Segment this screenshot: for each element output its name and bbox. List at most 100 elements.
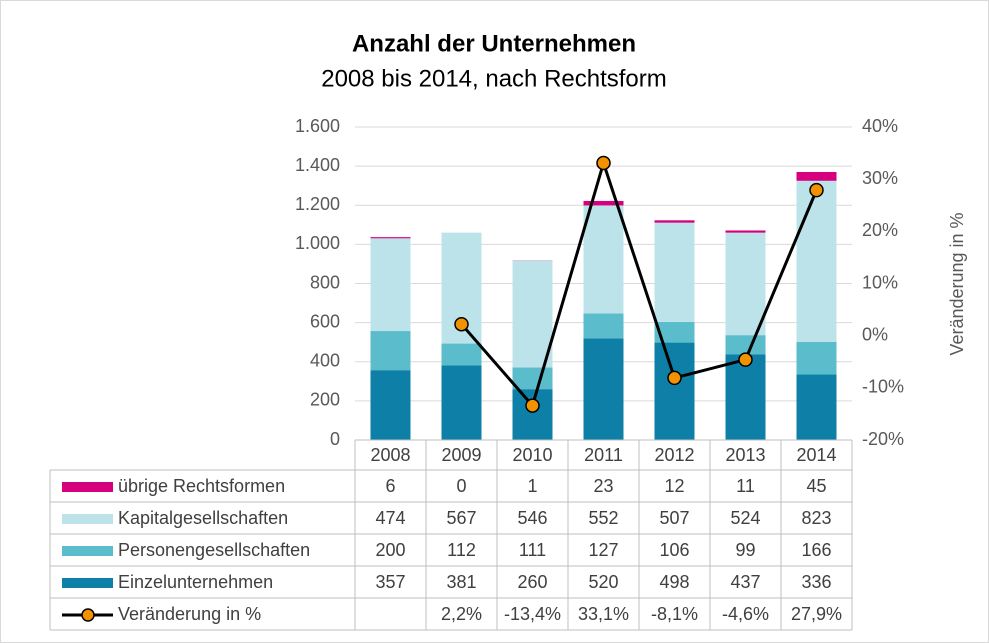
y2-axis-label: Veränderung in % (947, 212, 967, 355)
bar-segment (583, 338, 624, 440)
table-cell: -13,4% (504, 604, 561, 624)
table-cell: 552 (588, 508, 618, 528)
table-cell: 524 (730, 508, 760, 528)
legend-swatch (62, 546, 113, 556)
table-cell: 106 (659, 540, 689, 560)
table-cell: -8,1% (651, 604, 698, 624)
bar-segment (796, 180, 837, 342)
legend-swatch (62, 514, 113, 524)
table-cell: 546 (517, 508, 547, 528)
legend-label: Veränderung in % (118, 604, 261, 624)
y-tick-label: 200 (310, 390, 340, 410)
table-cell: 567 (446, 508, 476, 528)
bar-segment (725, 232, 766, 336)
y2-tick-label: 20% (862, 220, 898, 240)
table-cell: 12 (664, 476, 684, 496)
y-tick-label: 1.200 (295, 194, 340, 214)
y2-tick-label: -20% (862, 429, 904, 449)
line (460, 157, 818, 409)
bar-segment (441, 365, 482, 440)
bar-segment (370, 331, 411, 371)
bar-segment (796, 341, 837, 375)
legend-label: Kapitalgesellschaften (118, 508, 288, 528)
bar-segment (512, 260, 553, 368)
legend-swatch (62, 482, 113, 492)
x-tick-label: 2010 (512, 445, 552, 465)
bar-segment (370, 237, 411, 239)
table-cell: 99 (735, 540, 755, 560)
table-cell: 6 (385, 476, 395, 496)
bar-segment (512, 389, 553, 440)
x-tick-label: 2011 (584, 445, 623, 465)
table-cell: 474 (375, 508, 405, 528)
table-cell: 823 (801, 508, 831, 528)
table-cell: 33,1% (578, 604, 629, 624)
line-marker (667, 370, 682, 386)
line-marker (525, 398, 540, 413)
bar-segment (441, 343, 482, 366)
table-cell: 0 (456, 476, 466, 496)
legend-swatch (62, 578, 113, 588)
y-tick-label: 400 (310, 351, 340, 371)
bar-segment (796, 374, 837, 440)
x-tick-label: 2014 (796, 445, 836, 465)
table-cell: 23 (593, 476, 613, 496)
bar-segment (654, 342, 695, 440)
table-cell: 166 (801, 540, 831, 560)
y-tick-label: 600 (310, 311, 340, 331)
table-cell: 2,2% (441, 604, 482, 624)
bar-segment (725, 230, 766, 233)
legend-label: Personengesellschaften (118, 540, 310, 560)
y2-tick-label: 40% (862, 116, 898, 136)
legend-label: Einzelunternehmen (118, 572, 273, 592)
legend-label: übrige Rechtsformen (118, 476, 285, 496)
bar-segment (512, 367, 553, 390)
chart-subtitle: 2008 bis 2014, nach Rechtsform (321, 65, 667, 92)
bar-segment (796, 171, 837, 181)
table-cell: 381 (446, 572, 476, 592)
table-cell: 112 (447, 540, 476, 560)
table-cell: 498 (659, 572, 689, 592)
bar-segment (370, 238, 411, 332)
x-tick-label: 2013 (725, 445, 765, 465)
bar-segment (583, 200, 624, 206)
line-marker (738, 352, 753, 367)
bar-segment (654, 222, 695, 322)
table-cell: 111 (519, 540, 546, 560)
x-tick-label: 2012 (654, 445, 694, 465)
table-cell: 127 (588, 540, 618, 560)
table-cell: -4,6% (722, 604, 769, 624)
x-tick-label: 2009 (441, 445, 481, 465)
chart-title: Anzahl der Unternehmen (352, 30, 636, 57)
y2-tick-label: -10% (862, 377, 904, 397)
bar-segment (370, 370, 411, 440)
bar-segment (583, 313, 624, 339)
y-tick-label: 1.600 (295, 116, 340, 136)
bar-segment (725, 354, 766, 440)
bar-segment (583, 205, 624, 314)
y-tick-label: 1.400 (295, 155, 340, 175)
table-cell: 336 (801, 572, 831, 592)
y2-tick-label: 0% (862, 324, 888, 344)
y-tick-label: 800 (310, 272, 340, 292)
table-cell: 200 (375, 540, 405, 560)
bar-segment (725, 335, 766, 355)
table-cell: 357 (375, 572, 405, 592)
y-tick-label: 1.000 (295, 233, 340, 253)
y-tick-label: 0 (330, 429, 340, 449)
table-cell: 11 (736, 476, 755, 496)
table-cell: 260 (517, 572, 547, 592)
line-marker (809, 182, 824, 198)
bar-segment (654, 220, 695, 223)
table-cell: 507 (659, 508, 689, 528)
x-tick-label: 2008 (370, 445, 410, 465)
line-marker (454, 316, 469, 332)
table-cell: 45 (806, 476, 826, 496)
y2-tick-label: 10% (862, 272, 898, 292)
y2-tick-label: 30% (862, 168, 898, 188)
table-cell: 27,9% (791, 604, 842, 624)
table-cell: 437 (730, 572, 760, 592)
table-cell: 520 (588, 572, 618, 592)
table-cell: 1 (527, 476, 537, 496)
